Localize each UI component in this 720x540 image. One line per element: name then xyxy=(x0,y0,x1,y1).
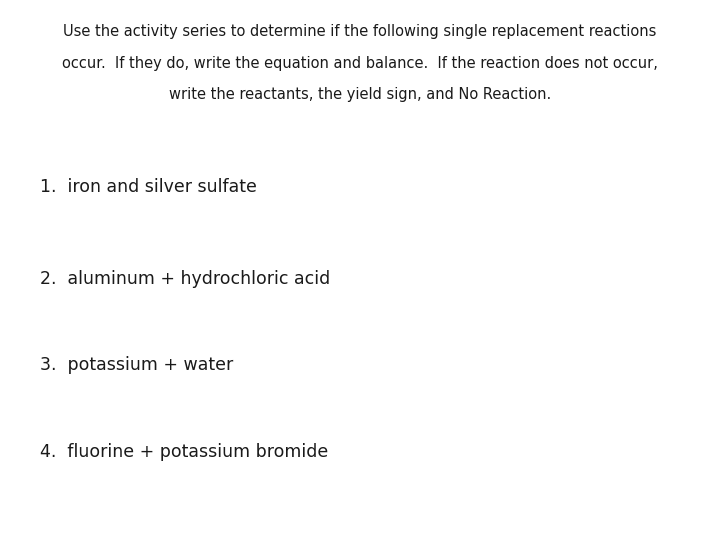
Text: 3.  potassium + water: 3. potassium + water xyxy=(40,356,233,374)
Text: Use the activity series to determine if the following single replacement reactio: Use the activity series to determine if … xyxy=(63,24,657,39)
Text: 1.  iron and silver sulfate: 1. iron and silver sulfate xyxy=(40,178,256,196)
Text: 4.  fluorine + potassium bromide: 4. fluorine + potassium bromide xyxy=(40,443,328,461)
Text: occur.  If they do, write the equation and balance.  If the reaction does not oc: occur. If they do, write the equation an… xyxy=(62,56,658,71)
Text: write the reactants, the yield sign, and No Reaction.: write the reactants, the yield sign, and… xyxy=(169,87,551,102)
Text: 2.  aluminum + hydrochloric acid: 2. aluminum + hydrochloric acid xyxy=(40,270,330,288)
